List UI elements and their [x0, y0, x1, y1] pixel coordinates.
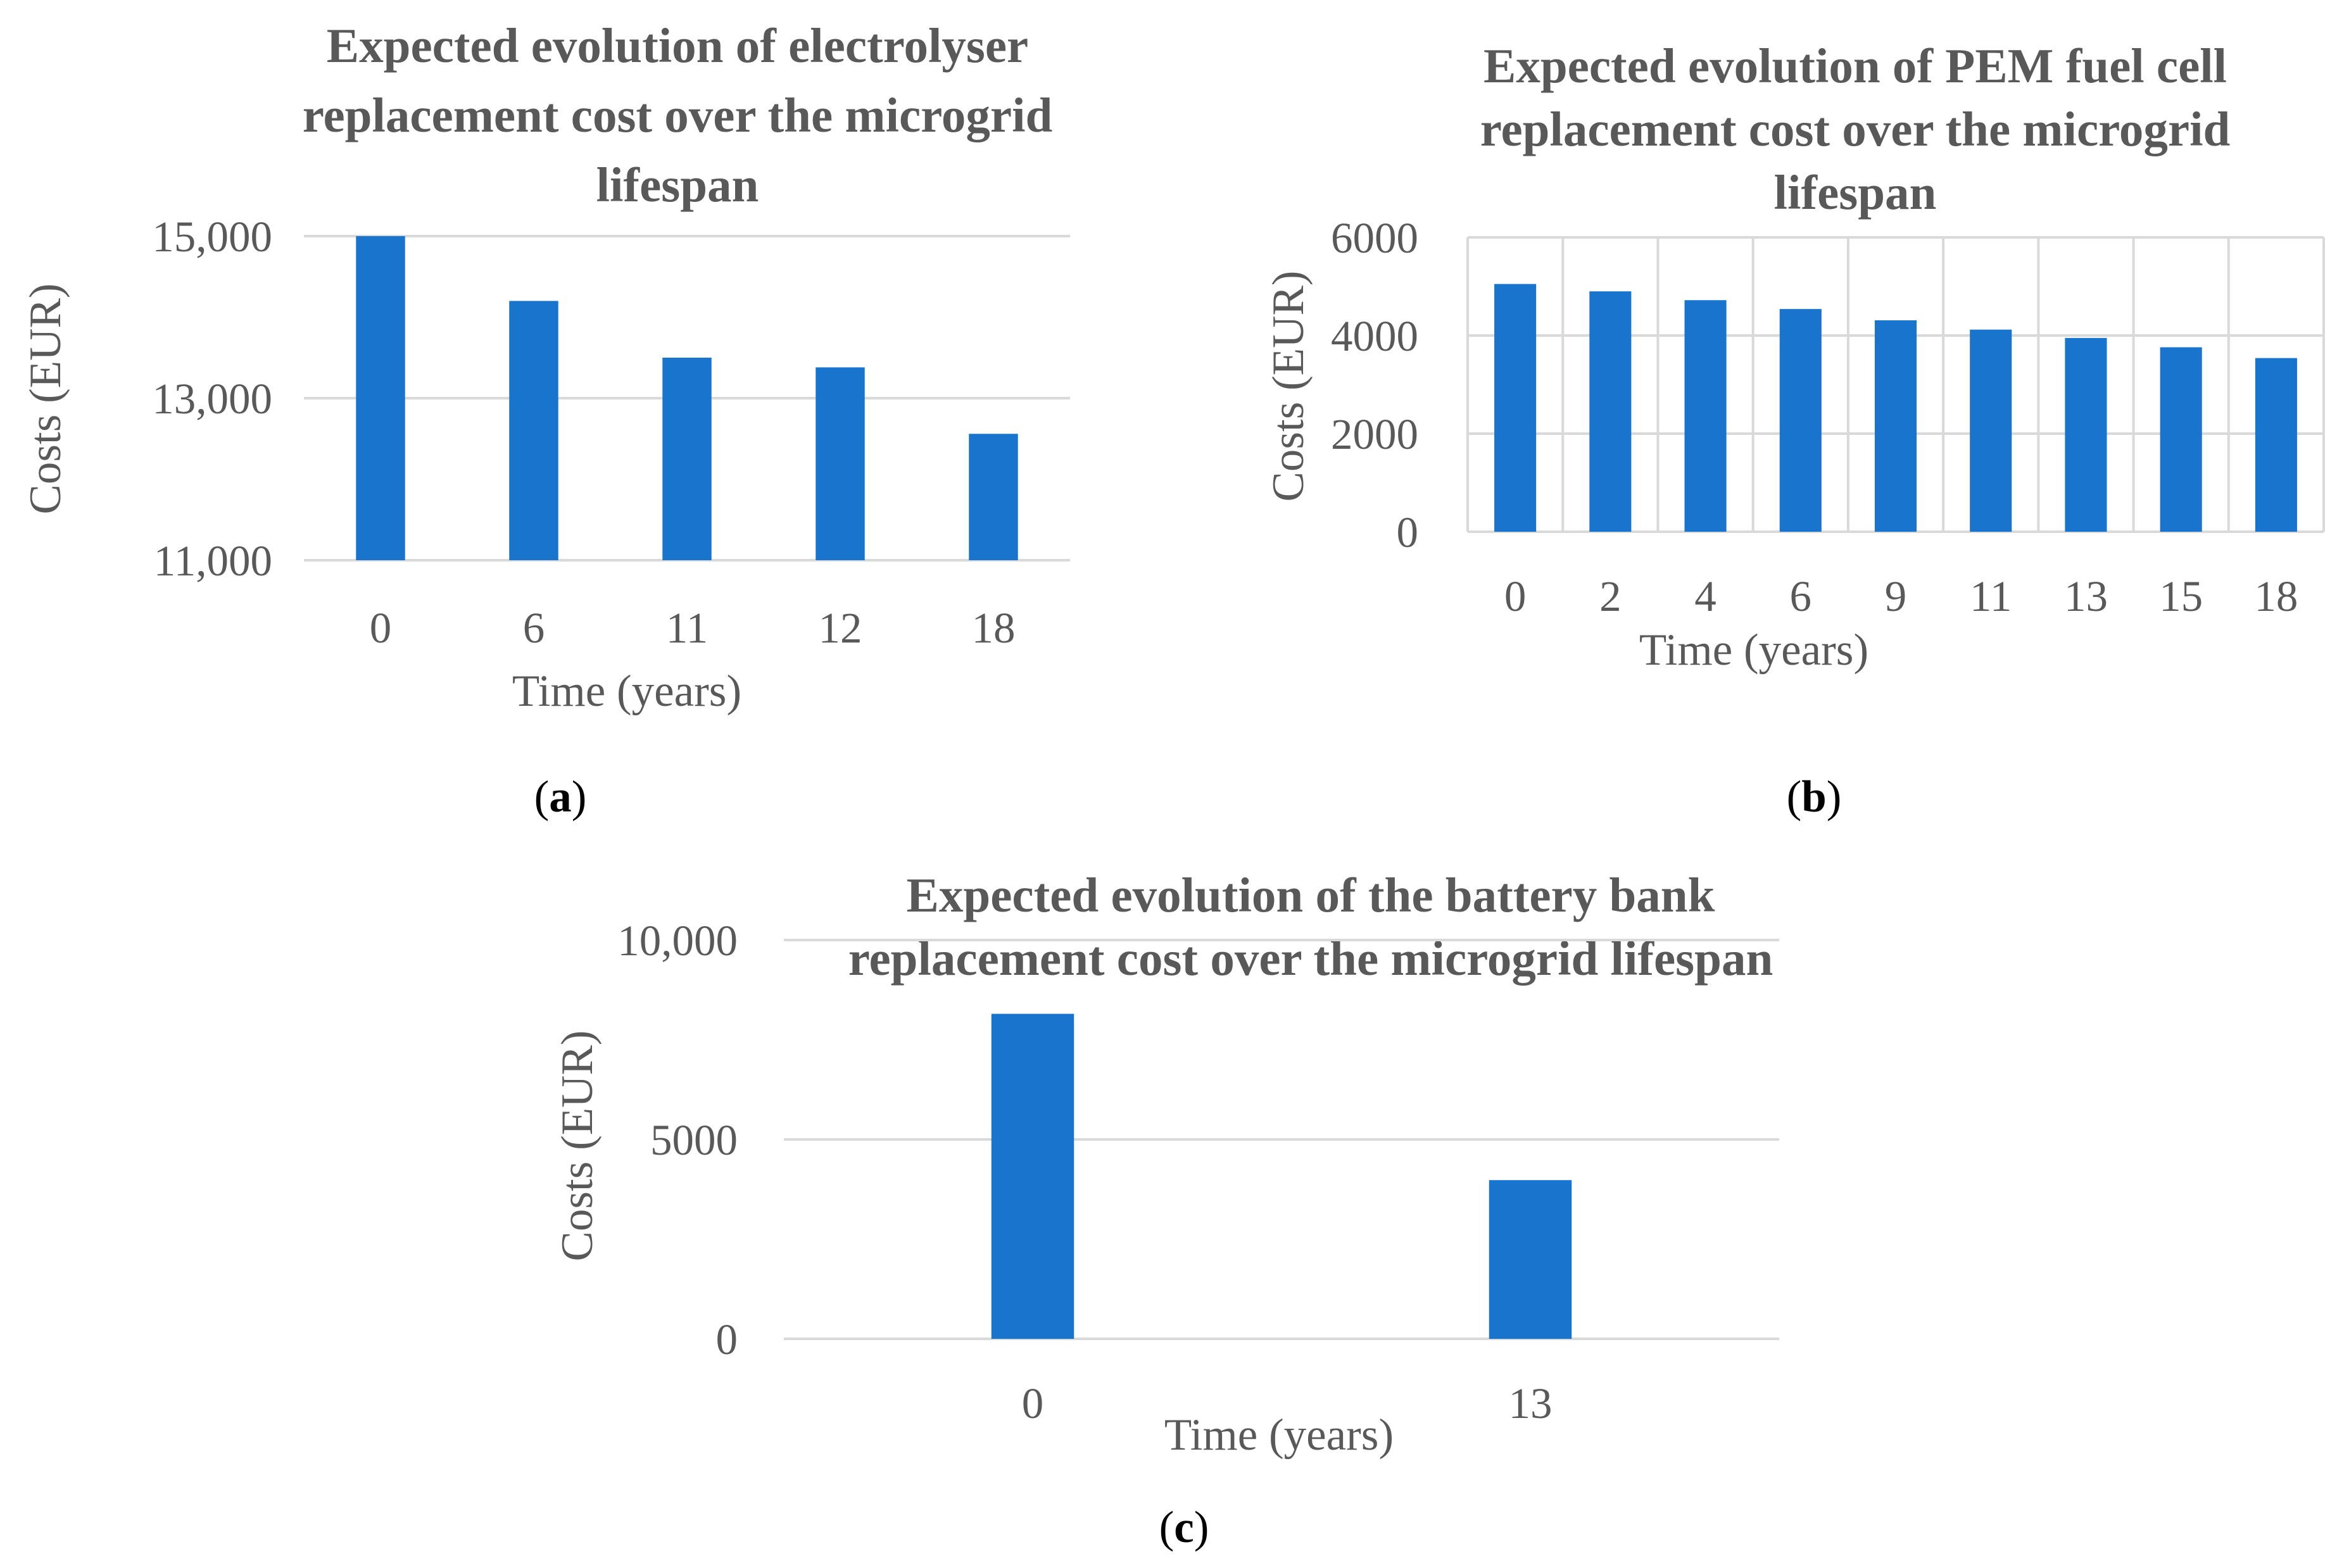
x-tick-labels: 0 13	[1022, 1379, 1553, 1427]
chart-title-line: Expected evolution of the battery bank	[907, 868, 1715, 922]
x-axis-label: Time (years)	[512, 667, 741, 716]
y-tick-labels: 0 5000 10,000	[617, 917, 738, 1364]
x-tick-label: 18	[972, 604, 1016, 652]
x-tick-labels: 0 2 4 6 9 11 13 15 18	[1504, 572, 2298, 620]
x-tick-label: 6	[523, 604, 545, 652]
y-tick-label: 0	[1397, 508, 1419, 556]
x-tick-label: 0	[1022, 1379, 1044, 1427]
bar	[1589, 291, 1632, 532]
chart-title-line: lifespan	[1774, 165, 1937, 220]
panel-letter: a	[549, 772, 572, 822]
bar	[2160, 347, 2202, 532]
panel-letter: b	[1801, 772, 1827, 822]
y-tick-label: 2000	[1331, 410, 1418, 458]
chart-title-line: lifespan	[596, 158, 759, 212]
chart-title-line: Expected evolution of PEM fuel cell	[1483, 39, 2227, 93]
bar	[1779, 309, 1822, 532]
bar	[2255, 358, 2297, 532]
x-tick-label: 0	[1504, 572, 1527, 620]
bars	[356, 236, 1018, 560]
panel-label: (c)	[1159, 1503, 1209, 1552]
bar	[816, 367, 865, 560]
x-tick-label: 13	[1509, 1379, 1553, 1427]
y-tick-label: 13,000	[152, 375, 272, 423]
x-tick-label: 2	[1599, 572, 1622, 620]
y-tick-label: 15,000	[152, 213, 272, 261]
bar	[662, 358, 712, 560]
bar	[1874, 320, 1917, 532]
chart-title-line: Expected evolution of electrolyser	[327, 18, 1028, 73]
bar	[969, 434, 1018, 560]
y-tick-labels: 0 2000 4000 6000	[1331, 214, 1418, 556]
bars	[991, 1013, 1572, 1339]
bar	[1489, 1180, 1572, 1339]
bar	[509, 301, 558, 560]
bar	[356, 236, 405, 560]
x-axis-label: Time (years)	[1164, 1410, 1394, 1460]
chart-electrolyser: Expected evolution of electrolyser repla…	[21, 18, 1070, 822]
x-tick-label: 9	[1885, 572, 1907, 620]
bars	[1494, 284, 2297, 532]
x-tick-label: 12	[819, 604, 862, 652]
x-tick-label: 4	[1694, 572, 1717, 620]
chart-title-line: replacement cost over the microgrid	[303, 88, 1053, 142]
y-tick-label: 4000	[1331, 312, 1418, 360]
x-tick-label: 11	[666, 604, 708, 652]
bar	[1684, 300, 1727, 532]
y-tick-label: 5000	[650, 1116, 738, 1164]
chart-pem-fuel-cell: Expected evolution of PEM fuel cell repl…	[1264, 39, 2325, 822]
x-tick-label: 11	[1970, 572, 2012, 620]
bar	[2065, 337, 2107, 532]
chart-title-line: replacement cost over the microgrid	[1480, 102, 2231, 156]
bar	[1970, 329, 2012, 532]
y-axis-label: Costs (EUR)	[1264, 271, 1313, 502]
y-tick-labels: 11,000 13,000 15,000	[152, 213, 272, 585]
y-axis-label: Costs (EUR)	[553, 1031, 602, 1262]
y-tick-label: 6000	[1331, 214, 1418, 262]
panel-label: (b)	[1787, 772, 1842, 822]
x-tick-label: 0	[370, 604, 392, 652]
x-tick-label: 15	[2159, 572, 2203, 620]
y-tick-label: 11,000	[154, 537, 272, 585]
x-tick-labels: 0 6 11 12 18	[370, 604, 1016, 652]
chart-battery-bank: Expected evolution of the battery bank r…	[553, 868, 1779, 1552]
bar	[991, 1013, 1074, 1339]
panel-letter: c	[1174, 1503, 1194, 1552]
x-tick-label: 6	[1790, 572, 1812, 620]
grid-lines	[784, 939, 1779, 1340]
y-tick-label: 0	[716, 1315, 738, 1364]
x-axis-label: Time (years)	[1639, 625, 1868, 675]
bar	[1494, 284, 1537, 532]
y-axis-label: Costs (EUR)	[21, 284, 70, 515]
panel-label: (a)	[534, 772, 587, 822]
y-tick-label: 10,000	[617, 917, 738, 965]
x-tick-label: 13	[2064, 572, 2108, 620]
x-tick-label: 18	[2254, 572, 2298, 620]
